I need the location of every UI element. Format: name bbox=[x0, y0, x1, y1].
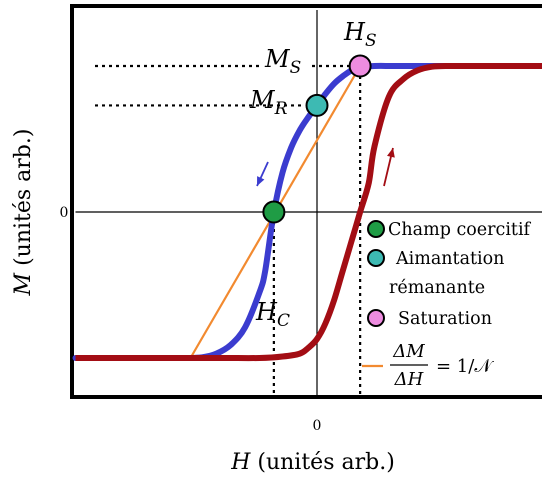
ms-label-bg bbox=[262, 41, 310, 73]
legend-label-coercive: Champ coercitif bbox=[388, 220, 532, 240]
axis-titles: H (unités arb.) M (unités arb.) bbox=[11, 129, 395, 475]
legend-label-remanent: Aimantation bbox=[395, 249, 504, 269]
zero-axes bbox=[75, 10, 542, 397]
y-tick-label-0: 0 bbox=[60, 205, 69, 221]
coercive-field-label: HC bbox=[255, 298, 290, 331]
legend-label-saturation: Saturation bbox=[398, 309, 492, 329]
saturation-marker bbox=[348, 54, 372, 78]
ascending-branch bbox=[75, 62, 542, 362]
ascending-arrow-head bbox=[387, 148, 395, 158]
legend-marker-remanent bbox=[367, 249, 385, 267]
point-markers bbox=[262, 54, 372, 224]
ascending-arrow bbox=[383, 147, 395, 187]
descending-arrow-head bbox=[257, 176, 265, 186]
y-axis-title: M (unités arb.) bbox=[11, 129, 36, 297]
legend-marker-coercive bbox=[367, 220, 385, 238]
legend-label-remanent-1: rémanante bbox=[389, 278, 485, 298]
legend: Champ coercitif Aimantation rémanante Satur… bbox=[362, 217, 532, 390]
direction-arrows bbox=[256, 147, 395, 187]
legend-fraction-denominator: ΔH bbox=[394, 369, 424, 390]
x-axis-title: H (unités arb.) bbox=[230, 450, 395, 475]
x-tick-label-0: 0 bbox=[313, 418, 322, 434]
coercive-marker bbox=[262, 200, 286, 224]
plot-frame bbox=[70, 4, 542, 399]
saturation-field-label: HS bbox=[343, 18, 377, 51]
tick-labels: 00 bbox=[60, 205, 322, 434]
plot-border bbox=[70, 4, 542, 399]
remanent-marker bbox=[305, 93, 329, 117]
saturation-magnetization-label: MS bbox=[264, 45, 301, 78]
legend-fraction-rhs: = 1/𝒩 bbox=[436, 356, 494, 377]
remanent-magnetization-label: MR bbox=[249, 86, 288, 119]
legend-marker-saturation bbox=[367, 309, 385, 327]
legend-fraction-numerator: ΔM bbox=[392, 341, 425, 362]
descending-arrow bbox=[256, 161, 269, 187]
point-labels: HC MR HS MS bbox=[249, 18, 377, 331]
